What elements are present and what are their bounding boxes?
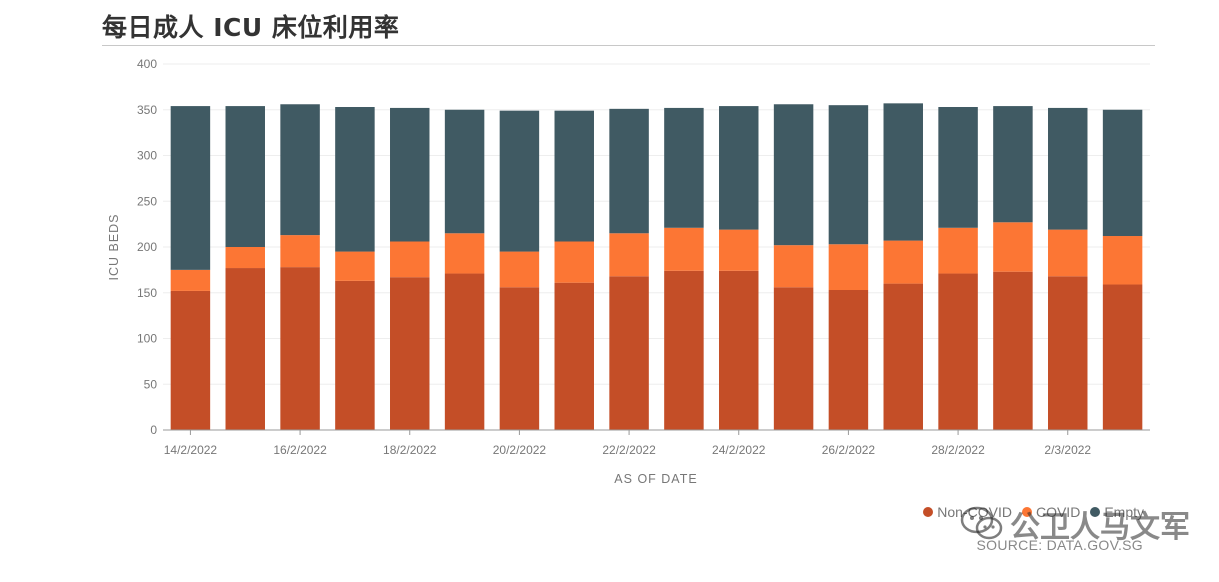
wechat-icon [960, 506, 1003, 540]
bar-segment-empty [499, 110, 540, 252]
legend-swatch [1021, 507, 1032, 517]
legend: Non-COVID COVID Empty [923, 504, 1144, 520]
bar-segment-non-covid [938, 273, 978, 430]
bar-segment-covid [335, 251, 375, 281]
bar-segment-covid [993, 222, 1033, 272]
bar-segment-covid [554, 241, 594, 283]
bar-segment-covid [773, 245, 814, 288]
bar-segment-empty [773, 104, 814, 246]
bar-segment-empty [664, 107, 704, 228]
legend-swatch [1090, 507, 1101, 517]
bar-segment-empty [554, 110, 594, 242]
title-divider [102, 45, 1155, 46]
bar-segment-covid [664, 227, 704, 271]
legend-label: COVID [1035, 504, 1081, 520]
bar-segment-covid [444, 233, 485, 274]
bars [170, 103, 1143, 430]
bar-segment-empty [280, 104, 320, 236]
y-tick-label: 400 [137, 57, 157, 71]
x-axis-ticks: 14/2/2022 16/2/2022 18/2/2022 20/2/2022 22/2… [164, 430, 1091, 457]
y-tick-label: 150 [137, 286, 157, 300]
legend-label: Non-COVID [937, 504, 1012, 520]
bar-segment-covid [609, 233, 649, 277]
bar-segment-covid [719, 229, 759, 271]
bar-segment-empty [390, 107, 430, 242]
bar-segment-empty [225, 106, 265, 247]
bar-segment-non-covid [719, 270, 759, 430]
chart-title: 每日成人 ICU 床位利用率 [102, 13, 400, 42]
x-axis-label: AS OF DATE [614, 472, 697, 486]
x-tick-label: 26/2/2022 [822, 443, 876, 457]
y-tick-label: 300 [137, 149, 157, 163]
bar-segment-empty [993, 106, 1033, 223]
bar-segment-covid [390, 241, 430, 278]
y-axis-ticks: 0 50 100 150 200 250 300 350 400 [137, 57, 157, 437]
bar-segment-non-covid [828, 290, 869, 430]
legend-label: Empty [1104, 504, 1144, 520]
bar-segment-empty [1048, 107, 1088, 230]
bar-segment-non-covid [390, 277, 430, 430]
legend-item: Empty [1090, 504, 1144, 520]
bar-segment-non-covid [773, 287, 814, 430]
x-tick-label: 24/2/2022 [712, 443, 766, 457]
bar-segment-non-covid [170, 290, 211, 430]
bar-segment-empty [883, 103, 923, 241]
bar-segment-empty [719, 106, 759, 230]
x-tick-label: 14/2/2022 [164, 443, 218, 457]
x-tick-label: 16/2/2022 [273, 443, 327, 457]
bar-segment-covid [1102, 236, 1143, 285]
bar-segment-non-covid [993, 271, 1033, 430]
bar-segment-non-covid [280, 267, 320, 430]
bar-segment-empty [1102, 109, 1143, 237]
y-tick-label: 100 [137, 332, 157, 346]
watermark-text: 公卫人马文军 [1010, 510, 1190, 545]
source-note: SOURCE: DATA.GOV.SG [976, 537, 1143, 553]
bar-segment-covid [828, 244, 869, 291]
gridlines [163, 63, 1150, 385]
stacked-bar-chart: 0 50 100 150 200 250 300 350 400 14/2/2022 16/2/2… [107, 57, 1150, 486]
legend-item: COVID [1021, 504, 1081, 520]
bar-segment-empty [170, 106, 211, 270]
y-tick-label: 250 [137, 194, 157, 208]
bar-segment-non-covid [1102, 284, 1143, 430]
bar-segment-non-covid [499, 287, 540, 430]
bar-segment-non-covid [225, 268, 265, 430]
bar-segment-covid [883, 240, 923, 284]
bar-segment-covid [938, 227, 978, 274]
bar-segment-empty [609, 108, 649, 234]
legend-item: Non-COVID [923, 504, 1012, 520]
y-tick-label: 200 [137, 240, 157, 254]
bar-segment-non-covid [883, 283, 923, 430]
bar-segment-non-covid [554, 282, 594, 430]
bar-segment-covid [170, 269, 211, 291]
bar-segment-empty [444, 109, 485, 234]
x-tick-label: 2/3/2022 [1044, 443, 1091, 457]
x-tick-label: 28/2/2022 [931, 443, 985, 457]
bar-segment-empty [828, 105, 869, 245]
bar-segment-empty [335, 107, 375, 252]
bar-segment-non-covid [664, 270, 704, 430]
y-axis-label: ICU BEDS [107, 213, 121, 280]
watermark: 公卫人马文军 [960, 502, 1190, 546]
bar-segment-covid [280, 235, 320, 268]
bar-segment-covid [225, 247, 265, 269]
legend-swatch [923, 507, 934, 517]
x-tick-label: 18/2/2022 [383, 443, 437, 457]
x-tick-label: 22/2/2022 [602, 443, 656, 457]
bar-segment-non-covid [335, 280, 375, 430]
bar-segment-non-covid [444, 273, 485, 430]
y-tick-label: 50 [144, 377, 158, 391]
x-tick-label: 20/2/2022 [493, 443, 547, 457]
y-tick-label: 350 [137, 103, 157, 117]
bar-segment-non-covid [609, 276, 649, 430]
bar-segment-covid [1048, 229, 1088, 277]
bar-segment-non-covid [1048, 276, 1088, 430]
y-tick-label: 0 [150, 423, 157, 437]
bar-segment-covid [499, 251, 540, 288]
bar-segment-empty [938, 107, 978, 228]
